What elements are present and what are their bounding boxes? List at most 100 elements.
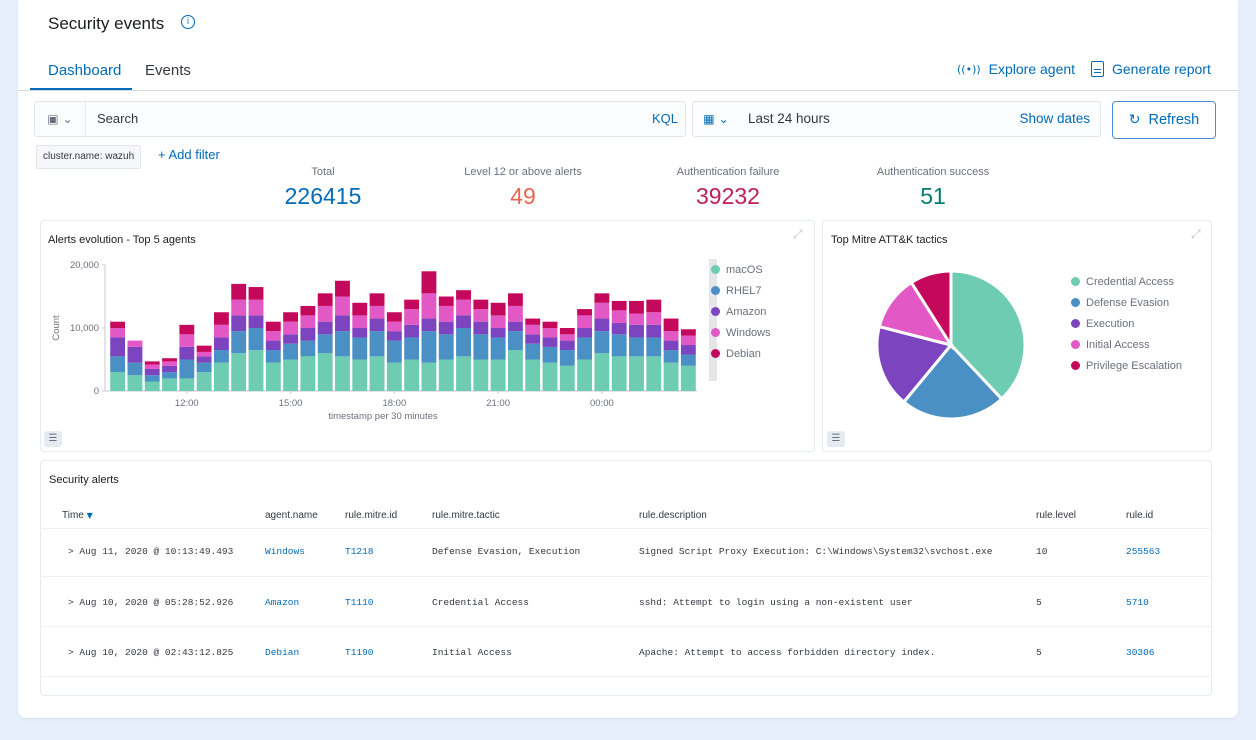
legend-item[interactable]: RHEL7 (711, 280, 771, 301)
stat-value[interactable]: 49 (510, 183, 536, 209)
table-row-3-rule-id[interactable]: 30306 (1126, 647, 1155, 658)
table-row-2-rule-id[interactable]: 5710 (1126, 597, 1149, 608)
save-icon: ▣ (47, 112, 59, 126)
bar-segment (629, 356, 644, 391)
bar-segment (663, 350, 679, 363)
table-row-2-time[interactable]: > Aug 10, 2020 @ 05:28:52.926 (68, 597, 233, 608)
radio-waves-icon: ((•)) (957, 62, 981, 76)
bar-segment (421, 331, 437, 363)
bar-segment (421, 318, 437, 332)
y-tick-label: 20,000 (70, 260, 99, 271)
bar-segment (144, 361, 160, 365)
column-header-time[interactable]: Time ▼ (62, 510, 93, 521)
table-row-2-mitre-id[interactable]: T1110 (345, 597, 374, 608)
table-row-2-tactic: Credential Access (432, 597, 529, 608)
bar-segment (213, 312, 229, 325)
table-row-1-agent[interactable]: Windows (265, 546, 305, 557)
column-header-agent[interactable]: agent.name (265, 510, 318, 521)
chart-scroll-handle[interactable] (709, 259, 717, 381)
page-title: Security events (48, 14, 165, 33)
expand-icon[interactable]: ⤢ (793, 227, 803, 241)
bar-segment (559, 340, 575, 351)
quick-date-button[interactable]: ▦ ⌄ (693, 102, 739, 136)
column-header-level[interactable]: rule.level (1036, 510, 1077, 521)
y-tick-label: 10,000 (70, 323, 99, 334)
bar-segment (663, 340, 679, 351)
bar-segment (456, 328, 471, 357)
bar-segment (335, 296, 350, 316)
stat-value[interactable]: 51 (920, 183, 946, 209)
table-row-3-agent[interactable]: Debian (265, 647, 300, 658)
time-range-text[interactable]: Last 24 hours (748, 111, 830, 126)
legend-item[interactable]: Execution (1071, 313, 1182, 334)
add-filter-button[interactable]: + Add filter (158, 147, 220, 162)
bar-segment (404, 309, 420, 325)
row-divider (40, 576, 1212, 577)
bar-segment (352, 359, 368, 391)
show-dates-button[interactable]: Show dates (1019, 111, 1090, 126)
explore-agent-button[interactable]: ((•)) Explore agent (957, 61, 1075, 77)
column-header-description[interactable]: rule.description (639, 510, 707, 521)
pie-slice[interactable] (875, 324, 954, 405)
tab-dashboard[interactable]: Dashboard (48, 62, 122, 79)
legend-item[interactable]: macOS (711, 259, 771, 280)
bar-segment (231, 299, 247, 316)
bar-segment (577, 328, 593, 338)
legend-dot (711, 328, 720, 337)
x-tick-label: 18:00 (382, 398, 406, 409)
refresh-button[interactable]: ↻ Refresh (1112, 101, 1216, 139)
bar-segment (680, 354, 696, 366)
legend-dot (1071, 361, 1080, 370)
time-value: Aug 10, 2020 @ 02:43:12.825 (79, 647, 234, 658)
stat-value[interactable]: 39232 (696, 183, 760, 209)
tab-events[interactable]: Events (145, 62, 191, 79)
legend-item[interactable]: Windows (711, 322, 771, 343)
bar-segment (594, 353, 610, 391)
column-header-mitre-id[interactable]: rule.mitre.id (345, 510, 398, 521)
table-row-1-time[interactable]: > Aug 11, 2020 @ 10:13:49.493 (68, 546, 233, 557)
kql-toggle[interactable]: KQL (652, 111, 679, 126)
legend-toggle-icon[interactable]: ☰ (44, 431, 62, 447)
bar-segment (404, 337, 420, 360)
legend-toggle-icon[interactable]: ☰ (827, 431, 845, 447)
bar-segment (127, 346, 143, 363)
saved-query-button[interactable]: ▣ ⌄ (35, 102, 86, 136)
expand-icon[interactable]: ⤢ (1191, 227, 1201, 241)
table-row-2-description: sshd: Attempt to login using a non-exist… (639, 597, 913, 608)
filter-pill[interactable]: cluster.name: wazuh (36, 145, 142, 169)
legend-item[interactable]: Debian (711, 343, 771, 364)
bar-segment (404, 324, 420, 338)
pie-slice[interactable] (901, 342, 1004, 421)
bar-segment (283, 334, 299, 344)
legend-item[interactable]: Privilege Escalation (1071, 355, 1182, 376)
legend-item[interactable]: Amazon (711, 301, 771, 322)
column-header-rule-id[interactable]: rule.id (1126, 510, 1154, 521)
search-input[interactable]: Search (97, 111, 139, 126)
bar-segment (386, 312, 402, 322)
stat-value[interactable]: 226415 (284, 183, 362, 209)
pie-slice[interactable] (909, 269, 953, 351)
table-row-1-mitre-id[interactable]: T1218 (345, 546, 374, 557)
bar-segment (577, 309, 593, 316)
bar-segment (611, 334, 627, 357)
bar-segment (559, 328, 575, 335)
table-row-2-agent[interactable]: Amazon (265, 597, 300, 608)
pie-slice[interactable] (949, 269, 1027, 402)
table-row-1-rule-id[interactable]: 255563 (1126, 546, 1161, 557)
column-header-mitre-tactic[interactable]: rule.mitre.tactic (432, 510, 500, 521)
legend-item[interactable]: Initial Access (1071, 334, 1182, 355)
bar-segment (369, 331, 385, 357)
info-icon[interactable]: i (181, 15, 195, 29)
document-icon (1091, 61, 1104, 77)
bar-segment (542, 328, 558, 338)
table-row-3-mitre-id[interactable]: T1190 (345, 647, 374, 658)
legend-item[interactable]: Credential Access (1071, 271, 1182, 292)
bar-segment (369, 293, 385, 306)
refresh-icon: ↻ (1128, 112, 1141, 128)
table-row-3-level: 5 (1036, 647, 1042, 658)
bar-segment (231, 353, 247, 391)
bar-segment (162, 358, 177, 362)
generate-report-button[interactable]: Generate report (1091, 61, 1211, 77)
legend-item[interactable]: Defense Evasion (1071, 292, 1182, 313)
table-row-3-time[interactable]: > Aug 10, 2020 @ 02:43:12.825 (68, 647, 233, 658)
